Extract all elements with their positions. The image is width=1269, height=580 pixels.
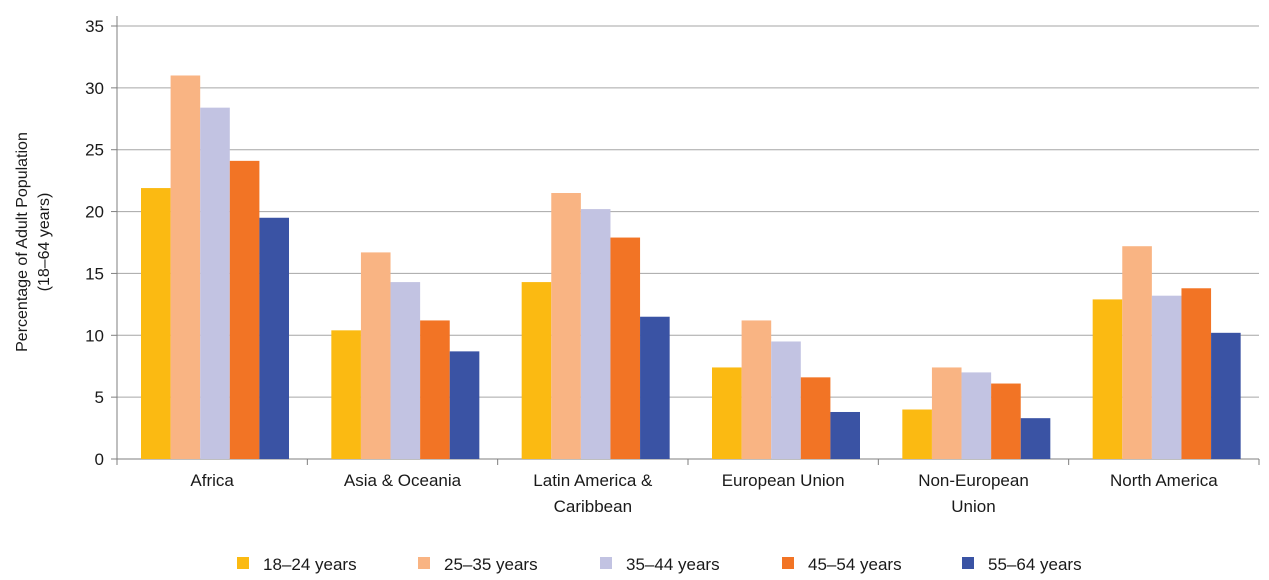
bar: [991, 383, 1021, 459]
bar: [200, 107, 230, 459]
y-tick-label: 35: [85, 17, 104, 36]
y-tick-label: 5: [95, 388, 104, 407]
bar: [741, 320, 772, 459]
bars: [141, 75, 1241, 459]
legend-swatch: [962, 557, 974, 569]
bar: [521, 282, 552, 459]
bar: [902, 409, 932, 459]
bar: [640, 316, 670, 459]
legend-swatch: [782, 557, 794, 569]
y-tick-label: 0: [95, 450, 104, 469]
bar: [360, 252, 391, 459]
legend-label: 25–35 years: [444, 555, 538, 574]
bar: [1092, 299, 1123, 459]
x-category-label: Caribbean: [554, 497, 632, 516]
y-axis-label-line: (18–64 years): [36, 193, 53, 292]
bar: [551, 193, 581, 459]
bar: [331, 330, 361, 459]
bar: [259, 217, 289, 459]
legend-label: 45–54 years: [808, 555, 902, 574]
bar: [580, 209, 611, 459]
bar: [931, 367, 962, 459]
bar: [170, 75, 201, 459]
bar: [390, 282, 421, 459]
bar: [610, 237, 641, 459]
legend-label: 35–44 years: [626, 555, 720, 574]
bar: [800, 377, 831, 459]
bar: [830, 411, 860, 459]
x-category-label: Non-European: [918, 471, 1029, 490]
y-axis-label-line: Percentage of Adult Population: [14, 132, 31, 352]
bar: [229, 160, 260, 459]
legend-swatch: [600, 557, 612, 569]
bar: [420, 320, 450, 459]
x-category-label: Asia & Oceania: [344, 471, 462, 490]
y-tick-label: 30: [85, 79, 104, 98]
bar: [1122, 246, 1152, 459]
bar: [1181, 288, 1212, 459]
y-tick-label: 10: [85, 326, 104, 345]
legend-swatch: [418, 557, 430, 569]
x-category-label: North America: [1110, 471, 1218, 490]
legend-label: 18–24 years: [263, 555, 357, 574]
x-category-label: Africa: [190, 471, 234, 490]
x-category-label: Union: [951, 497, 995, 516]
bar: [771, 341, 801, 459]
bar: [712, 367, 742, 459]
gridlines: [111, 16, 1260, 465]
x-axis-categories: Africa Asia & Oceania Latin America & Carib…: [190, 471, 1218, 516]
bar: [1211, 332, 1241, 459]
bar: [1151, 295, 1182, 459]
y-axis-ticks: 0 5 10 15 20 25 30 35: [85, 17, 104, 469]
x-category-label: Latin America &: [533, 471, 653, 490]
legend: 18–24 years 25–35 years 35–44 years 45–54 y…: [237, 555, 1082, 574]
bar: [449, 351, 480, 459]
y-tick-label: 20: [85, 203, 104, 222]
bar: [961, 372, 992, 459]
y-tick-label: 25: [85, 141, 104, 160]
legend-swatch: [237, 557, 249, 569]
bar: [141, 188, 171, 459]
x-category-label: European Union: [722, 471, 845, 490]
legend-label: 55–64 years: [988, 555, 1082, 574]
y-tick-label: 15: [85, 264, 104, 283]
bar: [1020, 418, 1051, 459]
y-axis-label: Percentage of Adult Population (18–64 yea…: [14, 132, 53, 352]
